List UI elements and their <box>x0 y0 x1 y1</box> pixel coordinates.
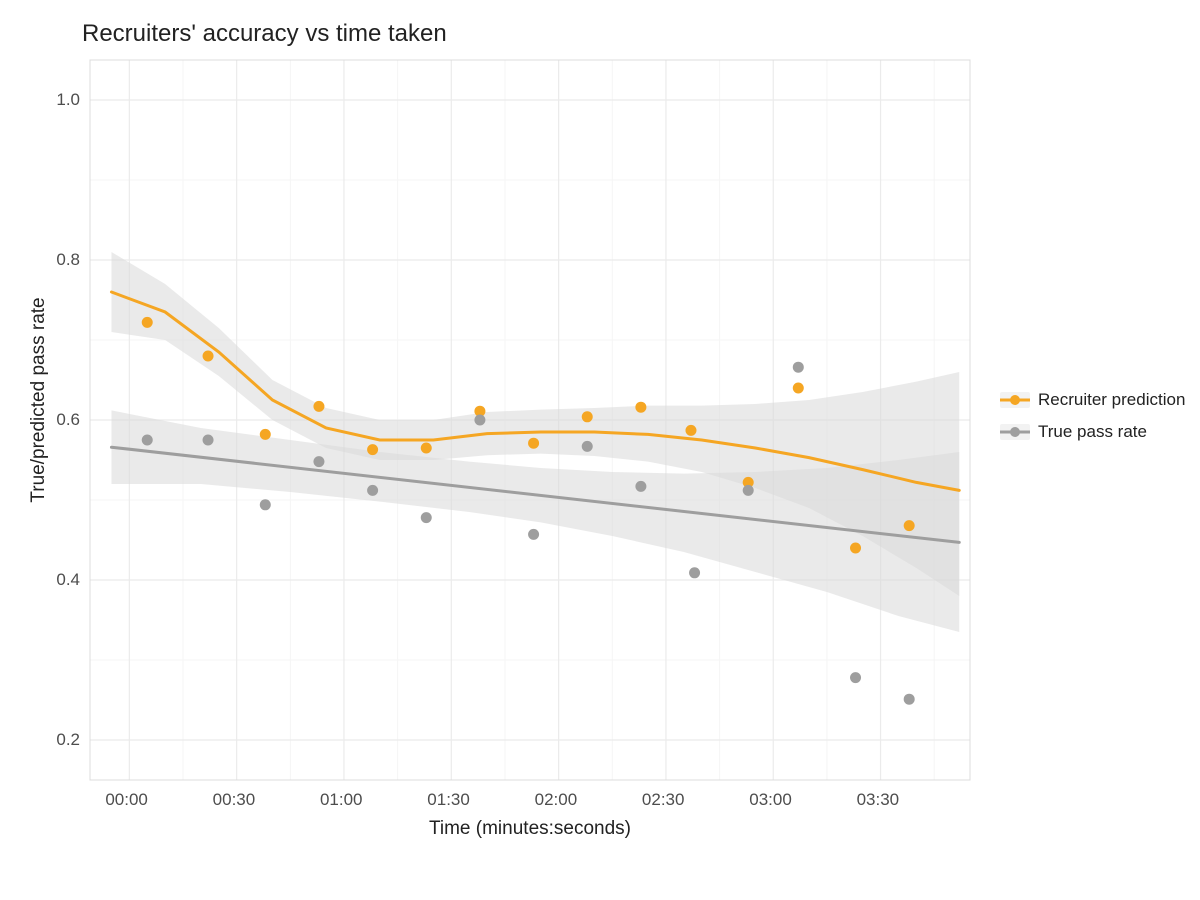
x-tick-label: 01:30 <box>427 790 470 810</box>
point-true_pass_rate <box>743 485 754 496</box>
y-tick-label: 0.6 <box>56 410 80 430</box>
x-tick-label: 00:30 <box>213 790 256 810</box>
legend-label: Recruiter prediction <box>1038 390 1185 410</box>
point-recruiter_prediction <box>904 520 915 531</box>
point-recruiter_prediction <box>421 443 432 454</box>
point-true_pass_rate <box>689 567 700 578</box>
point-recruiter_prediction <box>142 317 153 328</box>
point-true_pass_rate <box>635 481 646 492</box>
legend: Recruiter prediction True pass rate <box>1000 390 1185 454</box>
point-recruiter_prediction <box>203 351 214 362</box>
y-tick-label: 0.2 <box>56 730 80 750</box>
x-axis-label: Time (minutes:seconds) <box>410 818 650 840</box>
point-recruiter_prediction <box>850 543 861 554</box>
point-true_pass_rate <box>203 435 214 446</box>
legend-label: True pass rate <box>1038 422 1147 442</box>
chart-container: Recruiters' accuracy vs time taken 00:00… <box>0 0 1200 900</box>
x-tick-label: 02:30 <box>642 790 685 810</box>
point-true_pass_rate <box>793 362 804 373</box>
point-recruiter_prediction <box>367 444 378 455</box>
x-tick-label: 00:00 <box>105 790 148 810</box>
point-recruiter_prediction <box>793 383 804 394</box>
point-recruiter_prediction <box>528 438 539 449</box>
point-true_pass_rate <box>528 529 539 540</box>
point-true_pass_rate <box>313 456 324 467</box>
point-true_pass_rate <box>904 694 915 705</box>
point-true_pass_rate <box>367 485 378 496</box>
point-true_pass_rate <box>850 672 861 683</box>
point-true_pass_rate <box>421 512 432 523</box>
point-recruiter_prediction <box>260 429 271 440</box>
point-true_pass_rate <box>142 435 153 446</box>
x-tick-label: 03:30 <box>857 790 900 810</box>
y-axis-label: True/predicted pass rate <box>28 250 50 550</box>
legend-item-recruiter_prediction: Recruiter prediction <box>1000 390 1185 410</box>
point-true_pass_rate <box>474 415 485 426</box>
y-tick-label: 1.0 <box>56 90 80 110</box>
y-tick-label: 0.8 <box>56 250 80 270</box>
legend-swatch <box>1000 392 1030 408</box>
point-recruiter_prediction <box>635 402 646 413</box>
point-recruiter_prediction <box>685 425 696 436</box>
point-recruiter_prediction <box>313 401 324 412</box>
point-recruiter_prediction <box>582 411 593 422</box>
legend-item-true_pass_rate: True pass rate <box>1000 422 1185 442</box>
x-tick-label: 01:00 <box>320 790 363 810</box>
legend-swatch <box>1000 424 1030 440</box>
point-true_pass_rate <box>260 499 271 510</box>
x-tick-label: 03:00 <box>749 790 792 810</box>
x-tick-label: 02:00 <box>535 790 578 810</box>
y-tick-label: 0.4 <box>56 570 80 590</box>
point-true_pass_rate <box>582 441 593 452</box>
